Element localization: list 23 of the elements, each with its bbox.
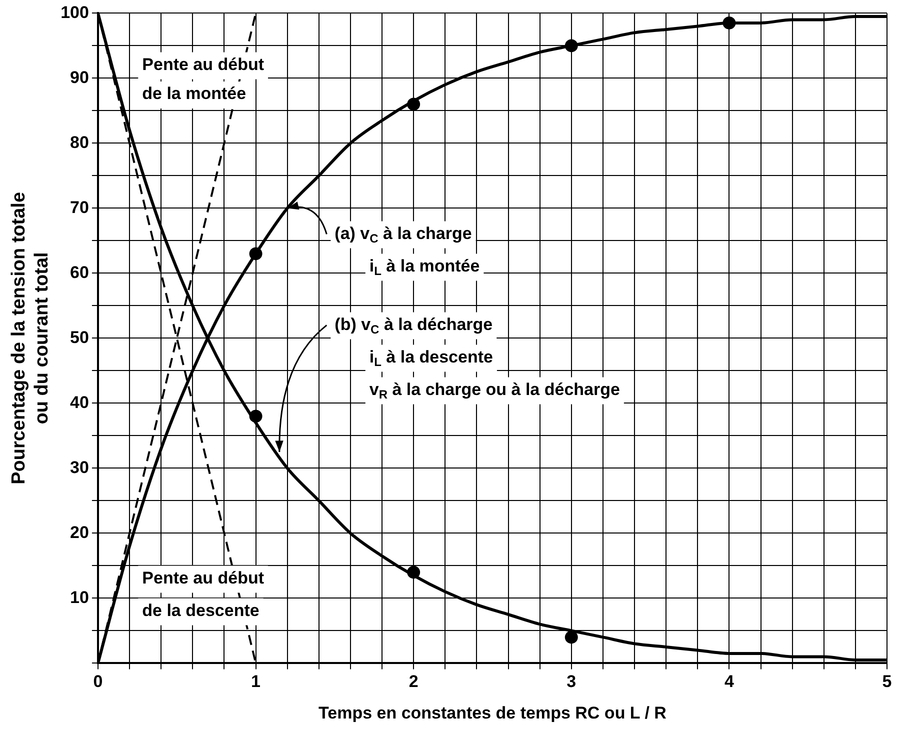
x-tick-label: 3 <box>566 672 576 692</box>
y-tick-label: 100 <box>60 2 89 22</box>
y-tick-label: 70 <box>70 198 89 217</box>
y-tick-label: 10 <box>70 588 89 607</box>
y-tick-label: 50 <box>70 328 89 347</box>
annotation: de la descente <box>142 600 260 620</box>
y-axis-title: Pourcentage de la tension totale ou du courant total <box>8 192 52 484</box>
y-tick-label: 30 <box>70 458 89 477</box>
annotation: de la montée <box>142 84 246 104</box>
annotation: Pente au début <box>142 54 264 74</box>
x-axis-title: Temps en constantes de temps RC ou L / R <box>318 703 666 722</box>
y-tick-label: 40 <box>70 392 89 412</box>
x-tick-label: 5 <box>882 672 892 692</box>
x-tick-label: 2 <box>408 672 418 692</box>
annotation: Pente au début <box>142 568 264 588</box>
y-tick-label: 20 <box>70 522 89 542</box>
point <box>564 630 578 644</box>
x-tick-label: 1 <box>251 672 261 692</box>
y-tick-label: 80 <box>70 132 89 152</box>
x-tick-label: 4 <box>724 672 734 692</box>
y-tick-label: 60 <box>70 262 89 282</box>
x-tick-label: 0 <box>93 672 103 692</box>
y-tick-label: 90 <box>70 68 89 87</box>
